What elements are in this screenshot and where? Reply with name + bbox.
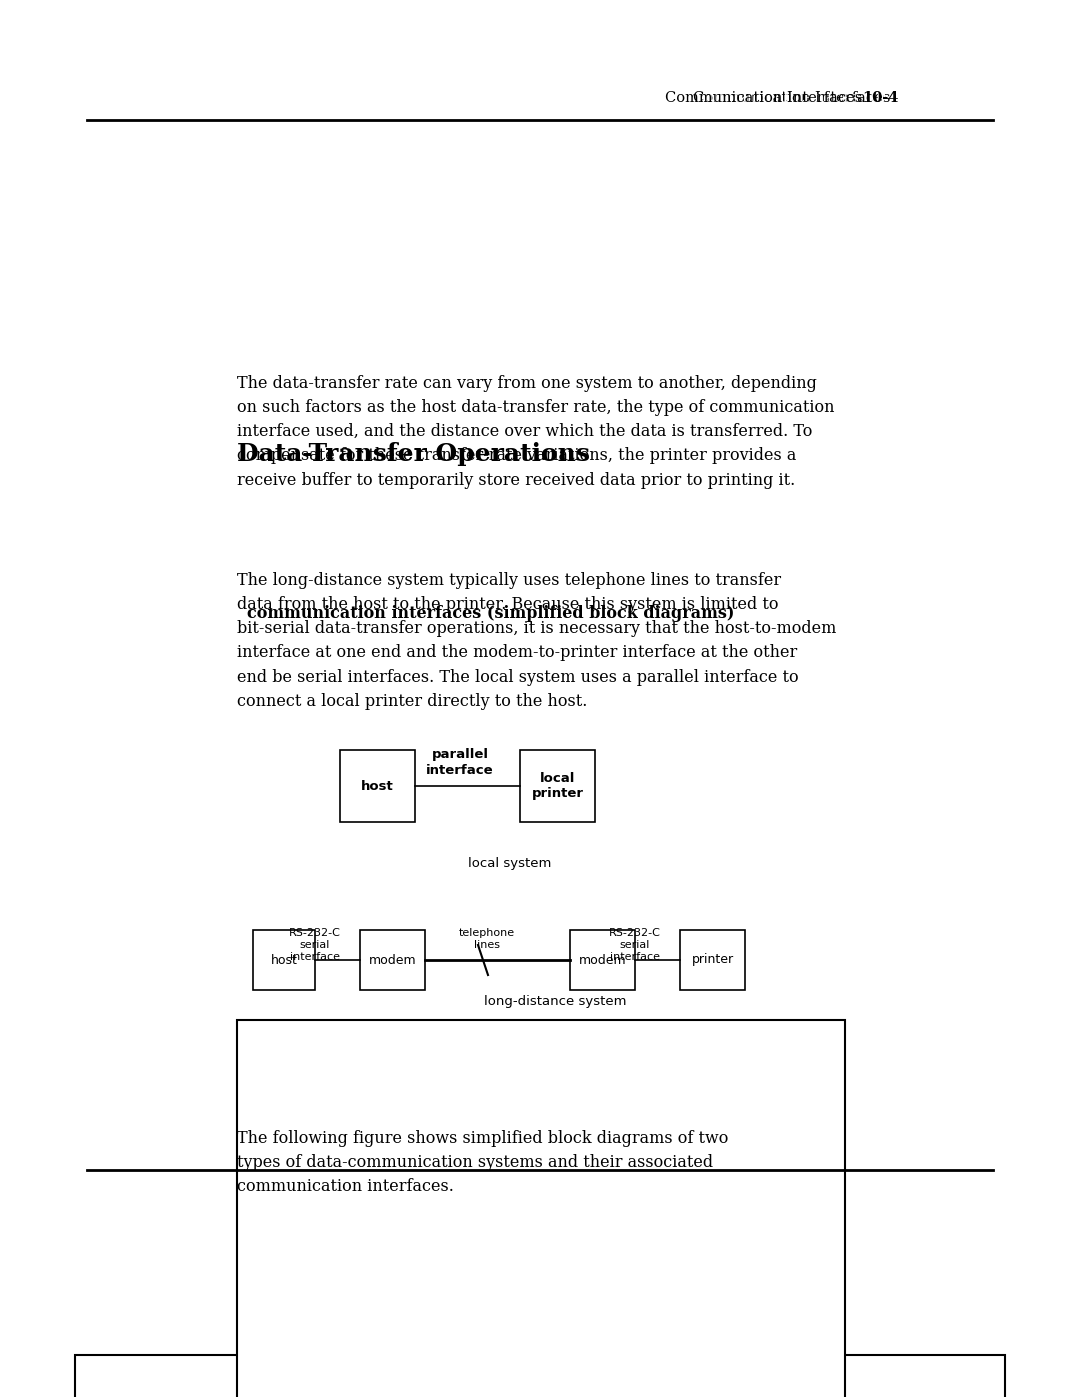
Text: The data-transfer rate can vary from one system to another, depending
on such fa: The data-transfer rate can vary from one… [237,374,835,489]
Bar [237,1020,845,1397]
Text: The following figure shows simplified block diagrams of two
types of data-commun: The following figure shows simplified bl… [237,1130,728,1196]
Bar [340,750,415,821]
Text: 10-4: 10-4 [863,91,899,105]
Text: Data-Transfer Operations: Data-Transfer Operations [237,441,590,467]
Bar [360,930,426,990]
Bar [253,930,315,990]
Bar [75,1355,1005,1397]
Text: RS-232-C
serial
interface: RS-232-C serial interface [289,928,341,963]
Text: communication interfaces (simplified block diagrams): communication interfaces (simplified blo… [247,605,734,622]
Text: host: host [271,954,297,967]
Text: Communication Interfaces: Communication Interfaces [665,91,872,105]
Text: Communication Interfaces  10-4: Communication Interfaces 10-4 [661,91,900,105]
Text: modem: modem [368,954,416,967]
Text: RS-232-C
serial
interface: RS-232-C serial interface [609,928,661,963]
Text: telephone
lines: telephone lines [459,928,515,950]
Text: local system: local system [469,856,552,870]
Bar [570,930,635,990]
Text: local
printer: local printer [531,771,583,800]
Text: Communication Interfaces: Communication Interfaces [693,91,900,105]
Text: modem: modem [579,954,626,967]
Bar [680,930,745,990]
Bar [519,750,595,821]
Text: host: host [361,780,394,792]
Text: The long-distance system typically uses telephone lines to transfer
data from th: The long-distance system typically uses … [237,571,836,710]
Text: printer: printer [691,954,733,967]
Text: long-distance system: long-distance system [484,995,626,1009]
Text: parallel
interface: parallel interface [427,747,494,777]
